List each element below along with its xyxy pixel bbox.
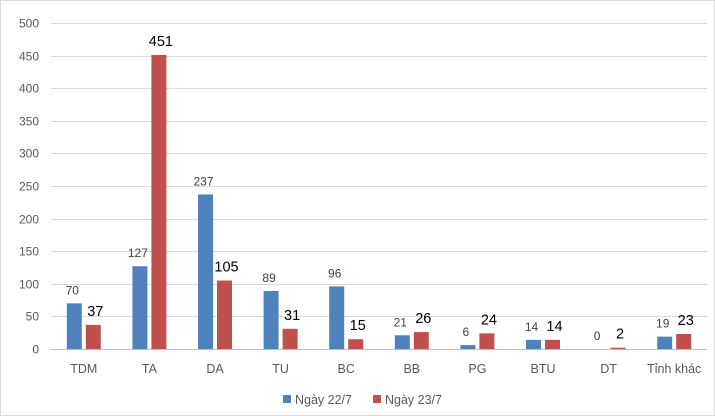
bar-ngay-22-7 (526, 339, 541, 349)
data-label-ngay-23-7: 26 (415, 311, 431, 327)
y-tick-label: 500 (19, 17, 39, 31)
data-label-ngay-22-7: 70 (66, 283, 80, 297)
y-tick-label: 250 (19, 180, 39, 194)
data-label-ngay-23-7: 23 (678, 313, 694, 329)
y-tick-label: 400 (19, 82, 39, 96)
data-label-ngay-22-7: 14 (525, 320, 539, 334)
legend: Ngày 22/7 Ngày 23/7 (283, 393, 442, 407)
bar-ngay-22-7 (263, 290, 279, 349)
legend-label: Ngày 22/7 (295, 393, 352, 407)
bar-ngay-23-7 (413, 332, 429, 349)
data-label-ngay-23-7: 24 (481, 312, 497, 328)
data-label-ngay-23-7: 105 (214, 260, 238, 276)
x-category-label: Tỉnh khác (647, 362, 701, 376)
y-tick-label: 200 (19, 213, 39, 227)
x-category-label: TU (272, 362, 289, 376)
x-axis-categories: TDM TA DA TU BC BB PG BTU DT Tỉnh khác (70, 362, 701, 376)
bar-ngay-22-7 (460, 345, 476, 349)
bar-ngay-23-7 (85, 324, 101, 349)
bar-ngay-23-7 (217, 280, 232, 349)
data-label-ngay-23-7: 15 (350, 318, 366, 334)
data-label-ngay-22-7: 237 (193, 174, 213, 188)
legend-swatch (283, 395, 291, 403)
bar-ngay-23-7 (479, 333, 495, 349)
data-label-ngay-22-7: 21 (394, 315, 408, 329)
y-tick-label: 350 (19, 115, 39, 129)
bar-ngay-23-7 (348, 339, 364, 349)
x-category-label: TDM (70, 362, 97, 376)
bar-ngay-23-7 (610, 347, 626, 349)
y-tick-label: 150 (19, 245, 39, 259)
data-labels: 70 37 127 451 237 105 89 31 96 15 21 26 6 24 14 14 0 2 19 2… (66, 34, 694, 343)
bar-ngay-22-7 (198, 194, 213, 349)
bar-ngay-22-7 (394, 335, 410, 349)
bar-ngay-22-7 (132, 266, 148, 349)
y-tick-label: 100 (19, 278, 39, 292)
y-tick-label: 0 (32, 343, 39, 357)
legend-swatch (373, 395, 381, 403)
legend-label: Ngày 23/7 (385, 393, 442, 407)
y-tick-label: 300 (19, 147, 39, 161)
bar-ngay-22-7 (66, 303, 82, 349)
data-label-ngay-23-7: 2 (616, 327, 624, 343)
x-category-label: BTU (531, 362, 556, 376)
data-label-ngay-22-7: 0 (594, 329, 601, 343)
bar-ngay-23-7 (676, 334, 692, 349)
x-category-label: BC (338, 362, 355, 376)
x-category-label: TA (142, 362, 158, 376)
data-label-ngay-23-7: 451 (149, 34, 173, 50)
x-category-label: BB (403, 362, 420, 376)
data-label-ngay-22-7: 89 (262, 271, 276, 285)
x-category-label: DA (206, 362, 224, 376)
bar-ngay-23-7 (282, 328, 298, 349)
bar-ngay-23-7 (545, 339, 560, 349)
gridlines (51, 23, 707, 350)
data-label-ngay-22-7: 6 (463, 325, 470, 339)
bar-ngay-23-7 (151, 54, 167, 349)
x-category-label: PG (468, 362, 486, 376)
bar-ngay-22-7 (657, 336, 673, 349)
data-label-ngay-22-7: 96 (328, 266, 342, 280)
data-label-ngay-22-7: 127 (128, 246, 148, 260)
data-label-ngay-23-7: 37 (87, 304, 103, 320)
y-tick-label: 450 (19, 50, 39, 64)
bar-ngay-22-7 (329, 286, 345, 349)
x-category-label: DT (600, 362, 617, 376)
y-axis-ticks: 0 50 100 150 200 250 300 350 400 450 500 (19, 17, 39, 357)
bars (66, 54, 692, 349)
data-label-ngay-23-7: 14 (546, 319, 562, 335)
y-tick-label: 50 (26, 310, 40, 324)
data-label-ngay-22-7: 19 (656, 317, 670, 331)
data-label-ngay-23-7: 31 (284, 308, 300, 324)
